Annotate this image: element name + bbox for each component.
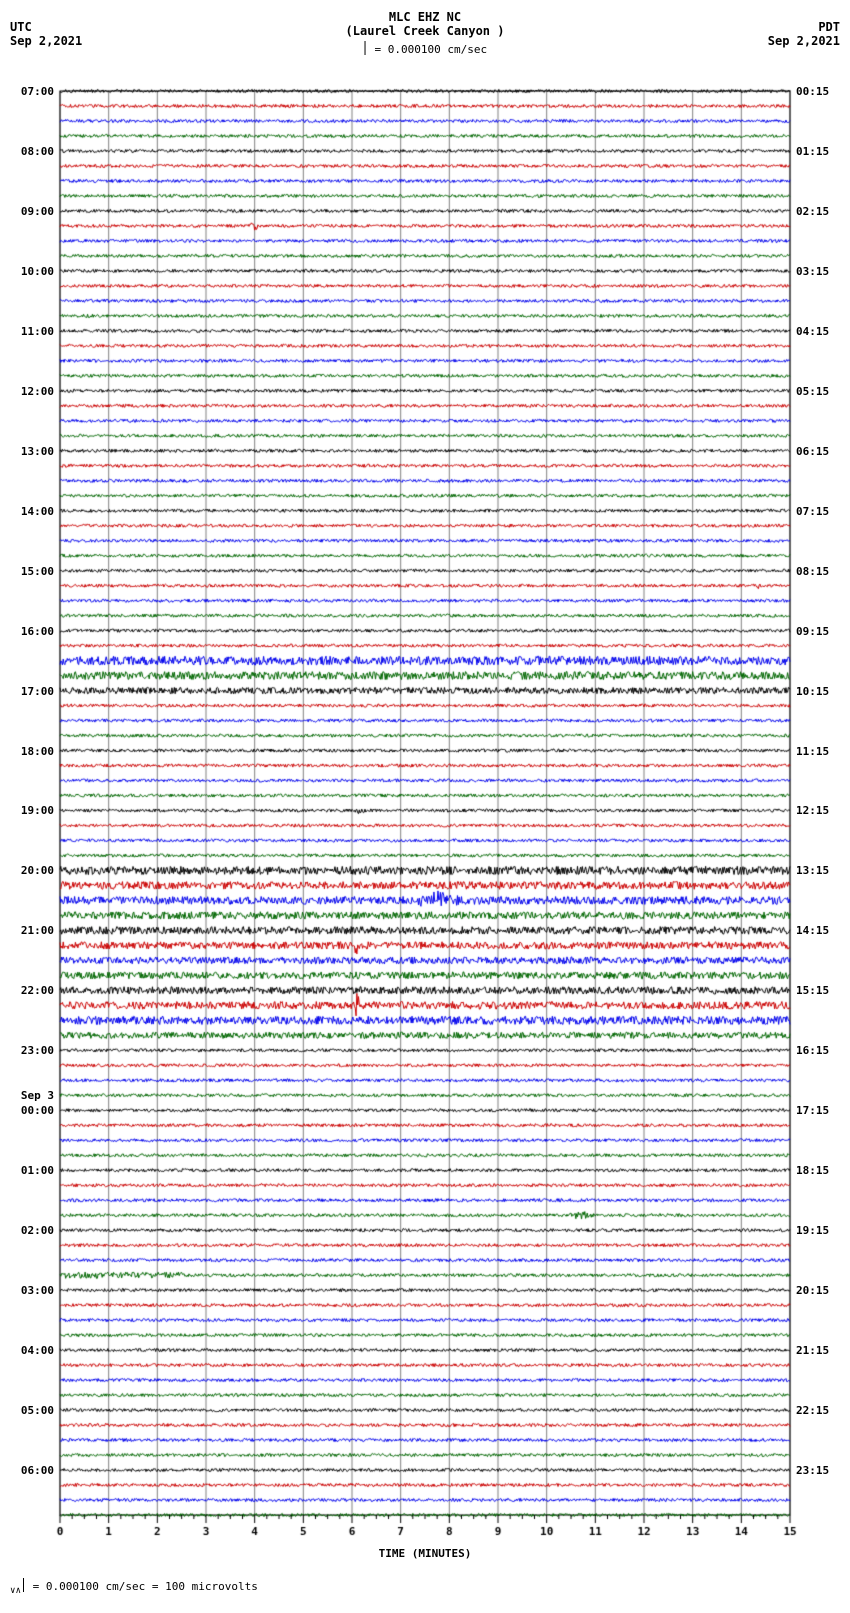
pdt-date-label: Sep 2,2021 [768, 34, 840, 48]
left-time-label: 16:00 [10, 625, 54, 638]
right-time-label: 20:15 [796, 1284, 840, 1297]
footer-scale: ∨∧ = 0.000100 cm/sec = 100 microvolts [10, 1580, 840, 1596]
chart-header: UTC Sep 2,2021 MLC EHZ NC (Laurel Creek … [10, 10, 840, 80]
left-time-label: 19:00 [10, 804, 54, 817]
left-time-label: 06:00 [10, 1464, 54, 1477]
right-time-label: 16:15 [796, 1044, 840, 1057]
right-time-label: 09:15 [796, 625, 840, 638]
footer-scale-tick-icon [23, 1578, 24, 1592]
utc-date-label: Sep 2,2021 [10, 34, 82, 48]
right-time-label: 22:15 [796, 1404, 840, 1417]
right-time-label: 17:15 [796, 1104, 840, 1117]
left-time-label: 13:00 [10, 445, 54, 458]
xaxis-label: TIME (MINUTES) [10, 1547, 840, 1560]
right-time-label: 15:15 [796, 984, 840, 997]
left-time-label: 00:00 [10, 1104, 54, 1117]
right-time-label: 08:15 [796, 565, 840, 578]
header-left-tz: UTC Sep 2,2021 [10, 20, 82, 48]
right-time-label: 14:15 [796, 924, 840, 937]
left-time-label: 18:00 [10, 745, 54, 758]
right-time-label: 21:15 [796, 1344, 840, 1357]
right-time-label: 13:15 [796, 864, 840, 877]
header-right-tz: PDT Sep 2,2021 [768, 20, 840, 48]
right-time-label: 19:15 [796, 1224, 840, 1237]
left-time-label: 22:00 [10, 984, 54, 997]
right-time-label: 04:15 [796, 325, 840, 338]
right-time-label: 03:15 [796, 265, 840, 278]
left-time-label: 11:00 [10, 325, 54, 338]
scale-tick-icon [365, 41, 366, 55]
left-time-label: 05:00 [10, 1404, 54, 1417]
right-time-label: 06:15 [796, 445, 840, 458]
right-time-label: 07:15 [796, 505, 840, 518]
left-time-label: 17:00 [10, 685, 54, 698]
station-title: MLC EHZ NC [346, 10, 505, 24]
left-time-label: 07:00 [10, 85, 54, 98]
left-time-label: 12:00 [10, 385, 54, 398]
station-location: (Laurel Creek Canyon ) [346, 24, 505, 38]
left-time-label: 01:00 [10, 1164, 54, 1177]
left-time-label: 03:00 [10, 1284, 54, 1297]
right-time-label: 01:15 [796, 145, 840, 158]
left-time-label: 09:00 [10, 205, 54, 218]
left-time-label: 10:00 [10, 265, 54, 278]
header-title: MLC EHZ NC (Laurel Creek Canyon ) = 0.00… [346, 10, 505, 57]
left-time-label: 15:00 [10, 565, 54, 578]
left-time-label: 21:00 [10, 924, 54, 937]
left-time-label: 08:00 [10, 145, 54, 158]
right-time-label: 02:15 [796, 205, 840, 218]
seismogram-plot: 07:00 08:00 09:00 10:00 11:00 12:00 13:00 14:00… [10, 85, 840, 1545]
left-time-label: 23:00 [10, 1044, 54, 1057]
pdt-tz-label: PDT [768, 20, 840, 34]
right-time-label: 12:15 [796, 804, 840, 817]
seismogram-canvas [10, 85, 840, 1545]
footer-scale-text: = 0.000100 cm/sec = 100 microvolts [33, 1580, 258, 1593]
left-date-break-label: Sep 3 [10, 1089, 54, 1102]
utc-tz-label: UTC [10, 20, 82, 34]
right-time-label: 11:15 [796, 745, 840, 758]
right-time-label: 23:15 [796, 1464, 840, 1477]
left-time-label: 04:00 [10, 1344, 54, 1357]
left-time-label: 14:00 [10, 505, 54, 518]
left-time-label: 20:00 [10, 864, 54, 877]
right-time-label: 00:15 [796, 85, 840, 98]
right-time-label: 10:15 [796, 685, 840, 698]
right-time-label: 18:15 [796, 1164, 840, 1177]
scale-text: = 0.000100 cm/sec [375, 43, 488, 56]
left-time-label: 02:00 [10, 1224, 54, 1237]
right-time-label: 05:15 [796, 385, 840, 398]
header-scale: = 0.000100 cm/sec [346, 43, 505, 57]
